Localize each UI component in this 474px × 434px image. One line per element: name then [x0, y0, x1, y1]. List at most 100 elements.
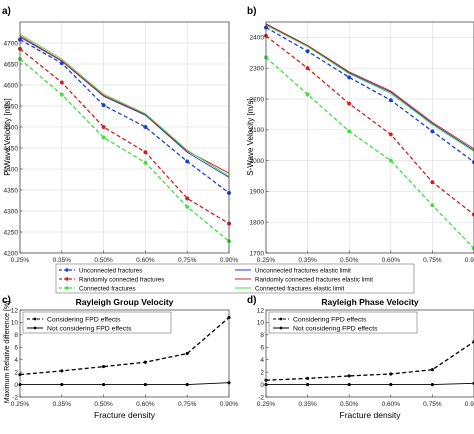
axes-frame	[265, 21, 474, 254]
y-tick-label: 2	[260, 369, 264, 376]
legend-label: Not considering FPD effects	[47, 326, 132, 333]
legend-label: Connected fractures elastic limit	[255, 285, 344, 292]
series-line	[20, 382, 230, 386]
y-tick-label: 6	[260, 345, 264, 352]
legend-marker	[65, 286, 69, 290]
legend-label: Randomly connected fractures	[79, 276, 164, 283]
y-tick-label: 2000	[250, 158, 265, 165]
y-tick-label: 4550	[4, 103, 19, 110]
y-tick-label: 2100	[250, 127, 265, 134]
y-tick-label: 1700	[250, 250, 265, 257]
panel-label: b)	[247, 6, 256, 17]
panel-d: -2 0 2 4 6 8 10 12 0.25% 0.35% 0.50% 0.60% 0.75% 0.90…	[247, 295, 474, 420]
y-tick-label: 1800	[250, 220, 265, 227]
x-tick-label: 0.35%	[298, 257, 317, 264]
data-point	[305, 376, 310, 381]
y-tick-label: -2	[258, 394, 264, 401]
y-tick-label: 4	[14, 357, 18, 364]
y-tick-label: 4700	[4, 40, 19, 47]
data-point	[388, 98, 393, 103]
y-tick-label: 12	[11, 307, 19, 314]
panel-a: 4200 4250 4300 4350 4400 4450 4500 4550 4600 4650…	[2, 6, 238, 264]
chart-title: Rayleigh Group Velocity	[76, 297, 174, 307]
y-tick-label: 2300	[250, 66, 265, 73]
legend: Considering FPD effects Not considering F…	[22, 311, 172, 334]
legend-box	[268, 311, 418, 334]
series-line	[19, 36, 230, 178]
x-tick-label: 0.90%	[220, 401, 239, 408]
x-axis-label: Fracture density	[94, 410, 156, 420]
y-tick-label: 4400	[4, 166, 19, 173]
legend: Considering FPD effects Not considering F…	[268, 311, 418, 334]
plot-area	[266, 22, 474, 253]
series-line	[265, 35, 474, 216]
data-point	[101, 103, 106, 108]
legend-marker	[33, 317, 37, 321]
data-point	[388, 132, 393, 137]
data-point	[143, 382, 148, 387]
data-point	[101, 382, 106, 387]
data-point	[430, 129, 435, 134]
data-point	[388, 158, 393, 163]
y-tick-label: 2	[14, 369, 18, 376]
x-tick-label: 0.90%	[465, 257, 474, 264]
series-line	[265, 26, 474, 163]
y-tick-label: 0	[260, 382, 264, 389]
y-tick-label: -2	[12, 394, 18, 401]
data-point	[60, 382, 64, 387]
legend-label: Connected fractures	[79, 285, 136, 292]
y-tick-label: 12	[257, 307, 265, 314]
data-point	[185, 159, 190, 164]
y-axis-label: S-Wave Velocity [m/s]	[246, 98, 255, 176]
x-tick-label: 0.35%	[53, 257, 72, 264]
legend-marker	[279, 326, 283, 330]
x-tick-label: 0.25%	[11, 257, 30, 264]
y-tick-label: 2400	[250, 35, 265, 42]
y-tick-label: 10	[11, 320, 19, 327]
y-tick-label: 8	[14, 332, 18, 339]
x-tick-label: 0.25%	[11, 401, 30, 408]
series-line	[265, 23, 474, 150]
data-point	[347, 101, 352, 106]
y-tick-label: 4300	[4, 208, 19, 215]
series-line	[19, 39, 230, 194]
axes-frame	[19, 21, 230, 254]
data-point	[305, 49, 310, 54]
y-tick-label: 4	[260, 357, 264, 364]
data-point	[185, 351, 189, 356]
x-tick-label: 0.60%	[382, 257, 401, 264]
data-point	[101, 364, 106, 369]
legend-label: Considering FPD effects	[47, 317, 121, 324]
panel-b: 1700 1800 1900 2000 2100 2200 2300 2400 0.25% 0.3…	[246, 6, 474, 264]
y-tick-label: 10	[257, 320, 265, 327]
data-point	[305, 92, 310, 97]
x-tick-label: 0.75%	[423, 257, 442, 264]
axes-frame	[19, 309, 230, 398]
legend-marker	[33, 326, 37, 330]
y-tick-label: 4350	[4, 187, 19, 194]
series-line	[265, 341, 474, 381]
y-tick-label: 4650	[4, 61, 19, 68]
y-tick-label: 6	[14, 345, 18, 352]
x-tick-label: 0.90%	[220, 257, 239, 264]
legend-label: Unconnected fractures	[79, 267, 142, 274]
data-point	[305, 382, 310, 387]
data-point	[59, 80, 64, 85]
x-tick-label: 0.50%	[340, 257, 359, 264]
series-line	[265, 24, 474, 152]
data-point	[347, 382, 351, 387]
y-tick-label: 4500	[4, 124, 19, 131]
legend-marker	[65, 277, 69, 281]
data-point	[389, 372, 393, 376]
x-tick-label: 0.75%	[178, 401, 197, 408]
y-axis-label: Maximum Relative difference [%]	[4, 301, 11, 403]
data-point	[143, 150, 148, 155]
legend-label: Considering FPD effects	[293, 317, 367, 324]
data-point	[185, 204, 190, 209]
data-point	[143, 124, 148, 130]
legend-box	[22, 311, 172, 334]
series-line	[19, 58, 230, 242]
series-line	[19, 33, 230, 177]
data-point	[305, 66, 310, 71]
x-tick-label: 0.60%	[136, 401, 155, 408]
